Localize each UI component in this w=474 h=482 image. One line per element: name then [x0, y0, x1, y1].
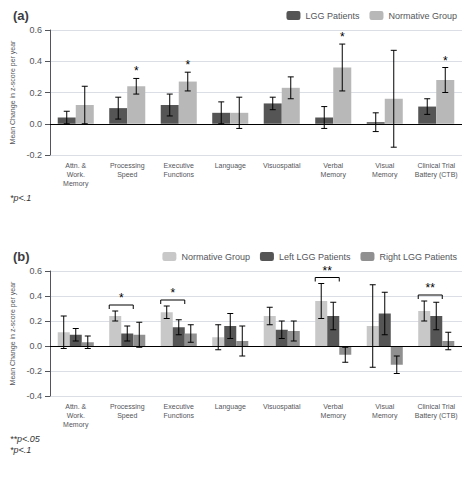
svg-text:0.6: 0.6 [29, 25, 42, 35]
svg-text:*p<.1: *p<.1 [10, 445, 31, 455]
svg-text:Memory: Memory [321, 171, 347, 179]
svg-text:Executive: Executive [164, 162, 194, 169]
svg-text:Work.: Work. [67, 171, 85, 178]
svg-text:Memory: Memory [63, 180, 89, 188]
svg-text:**p<.05: **p<.05 [10, 434, 41, 444]
svg-text:Speed: Speed [117, 412, 137, 420]
svg-text:-0.4: -0.4 [26, 391, 42, 401]
svg-text:Attn. &: Attn. & [65, 162, 86, 169]
svg-text:Mean Change in z-score per yea: Mean Change in z-score per year [9, 40, 17, 145]
svg-text:Attn. &: Attn. & [65, 403, 86, 410]
svg-text:Battery (CTB): Battery (CTB) [415, 412, 458, 420]
svg-text:Memory: Memory [372, 412, 398, 420]
svg-text:Processing: Processing [110, 162, 145, 170]
svg-text:Right LGG Patients: Right LGG Patients [379, 252, 457, 262]
svg-text:0.4: 0.4 [29, 291, 42, 301]
svg-text:Visual: Visual [375, 162, 394, 169]
svg-text:Visual: Visual [375, 403, 394, 410]
svg-text:Speed: Speed [117, 171, 137, 179]
svg-text:Normative Group: Normative Group [388, 11, 457, 21]
svg-text:Memory: Memory [321, 412, 347, 420]
svg-text:0.0: 0.0 [29, 119, 42, 129]
svg-text:Processing: Processing [110, 403, 145, 411]
svg-text:Memory: Memory [372, 171, 398, 179]
svg-text:*: * [340, 30, 345, 44]
svg-text:Functions: Functions [164, 171, 195, 178]
svg-text:Verbal: Verbal [323, 162, 343, 169]
svg-text:Clinical Trial: Clinical Trial [417, 403, 455, 410]
svg-text:**: ** [323, 264, 333, 278]
svg-text:0.0: 0.0 [29, 341, 42, 351]
svg-text:Language: Language [215, 403, 246, 411]
svg-text:Left LGG Patients: Left LGG Patients [279, 252, 351, 262]
svg-text:Executive: Executive [164, 403, 194, 410]
svg-text:*: * [170, 286, 175, 300]
svg-text:**: ** [426, 281, 436, 295]
svg-text:0.2: 0.2 [29, 316, 42, 326]
svg-text:0.4: 0.4 [29, 56, 42, 66]
svg-text:Memory: Memory [63, 421, 89, 429]
svg-text:*: * [443, 54, 448, 68]
svg-text:Work.: Work. [67, 412, 85, 419]
svg-text:0.6: 0.6 [29, 266, 42, 276]
svg-text:*: * [134, 64, 139, 78]
svg-text:Normative Group: Normative Group [181, 252, 250, 262]
svg-text:*p<.1: *p<.1 [10, 193, 31, 203]
svg-text:*: * [119, 291, 124, 305]
svg-text:0.2: 0.2 [29, 88, 42, 98]
svg-text:Battery (CTB): Battery (CTB) [415, 171, 458, 179]
svg-text:Clinical Trial: Clinical Trial [417, 162, 455, 169]
svg-text:Language: Language [215, 162, 246, 170]
svg-text:Mean Change in z-score per yea: Mean Change in z-score per year [9, 281, 17, 386]
svg-text:Visuospatial: Visuospatial [263, 403, 301, 411]
svg-text:Verbal: Verbal [323, 403, 343, 410]
svg-text:LGG Patients: LGG Patients [305, 11, 360, 21]
svg-text:(a): (a) [13, 8, 29, 23]
svg-text:(b): (b) [13, 249, 30, 264]
svg-text:-0.2: -0.2 [26, 150, 42, 160]
svg-text:Functions: Functions [164, 412, 195, 419]
svg-text:*: * [185, 58, 190, 72]
svg-text:Visuospatial: Visuospatial [263, 162, 301, 170]
svg-text:-0.2: -0.2 [26, 366, 42, 376]
